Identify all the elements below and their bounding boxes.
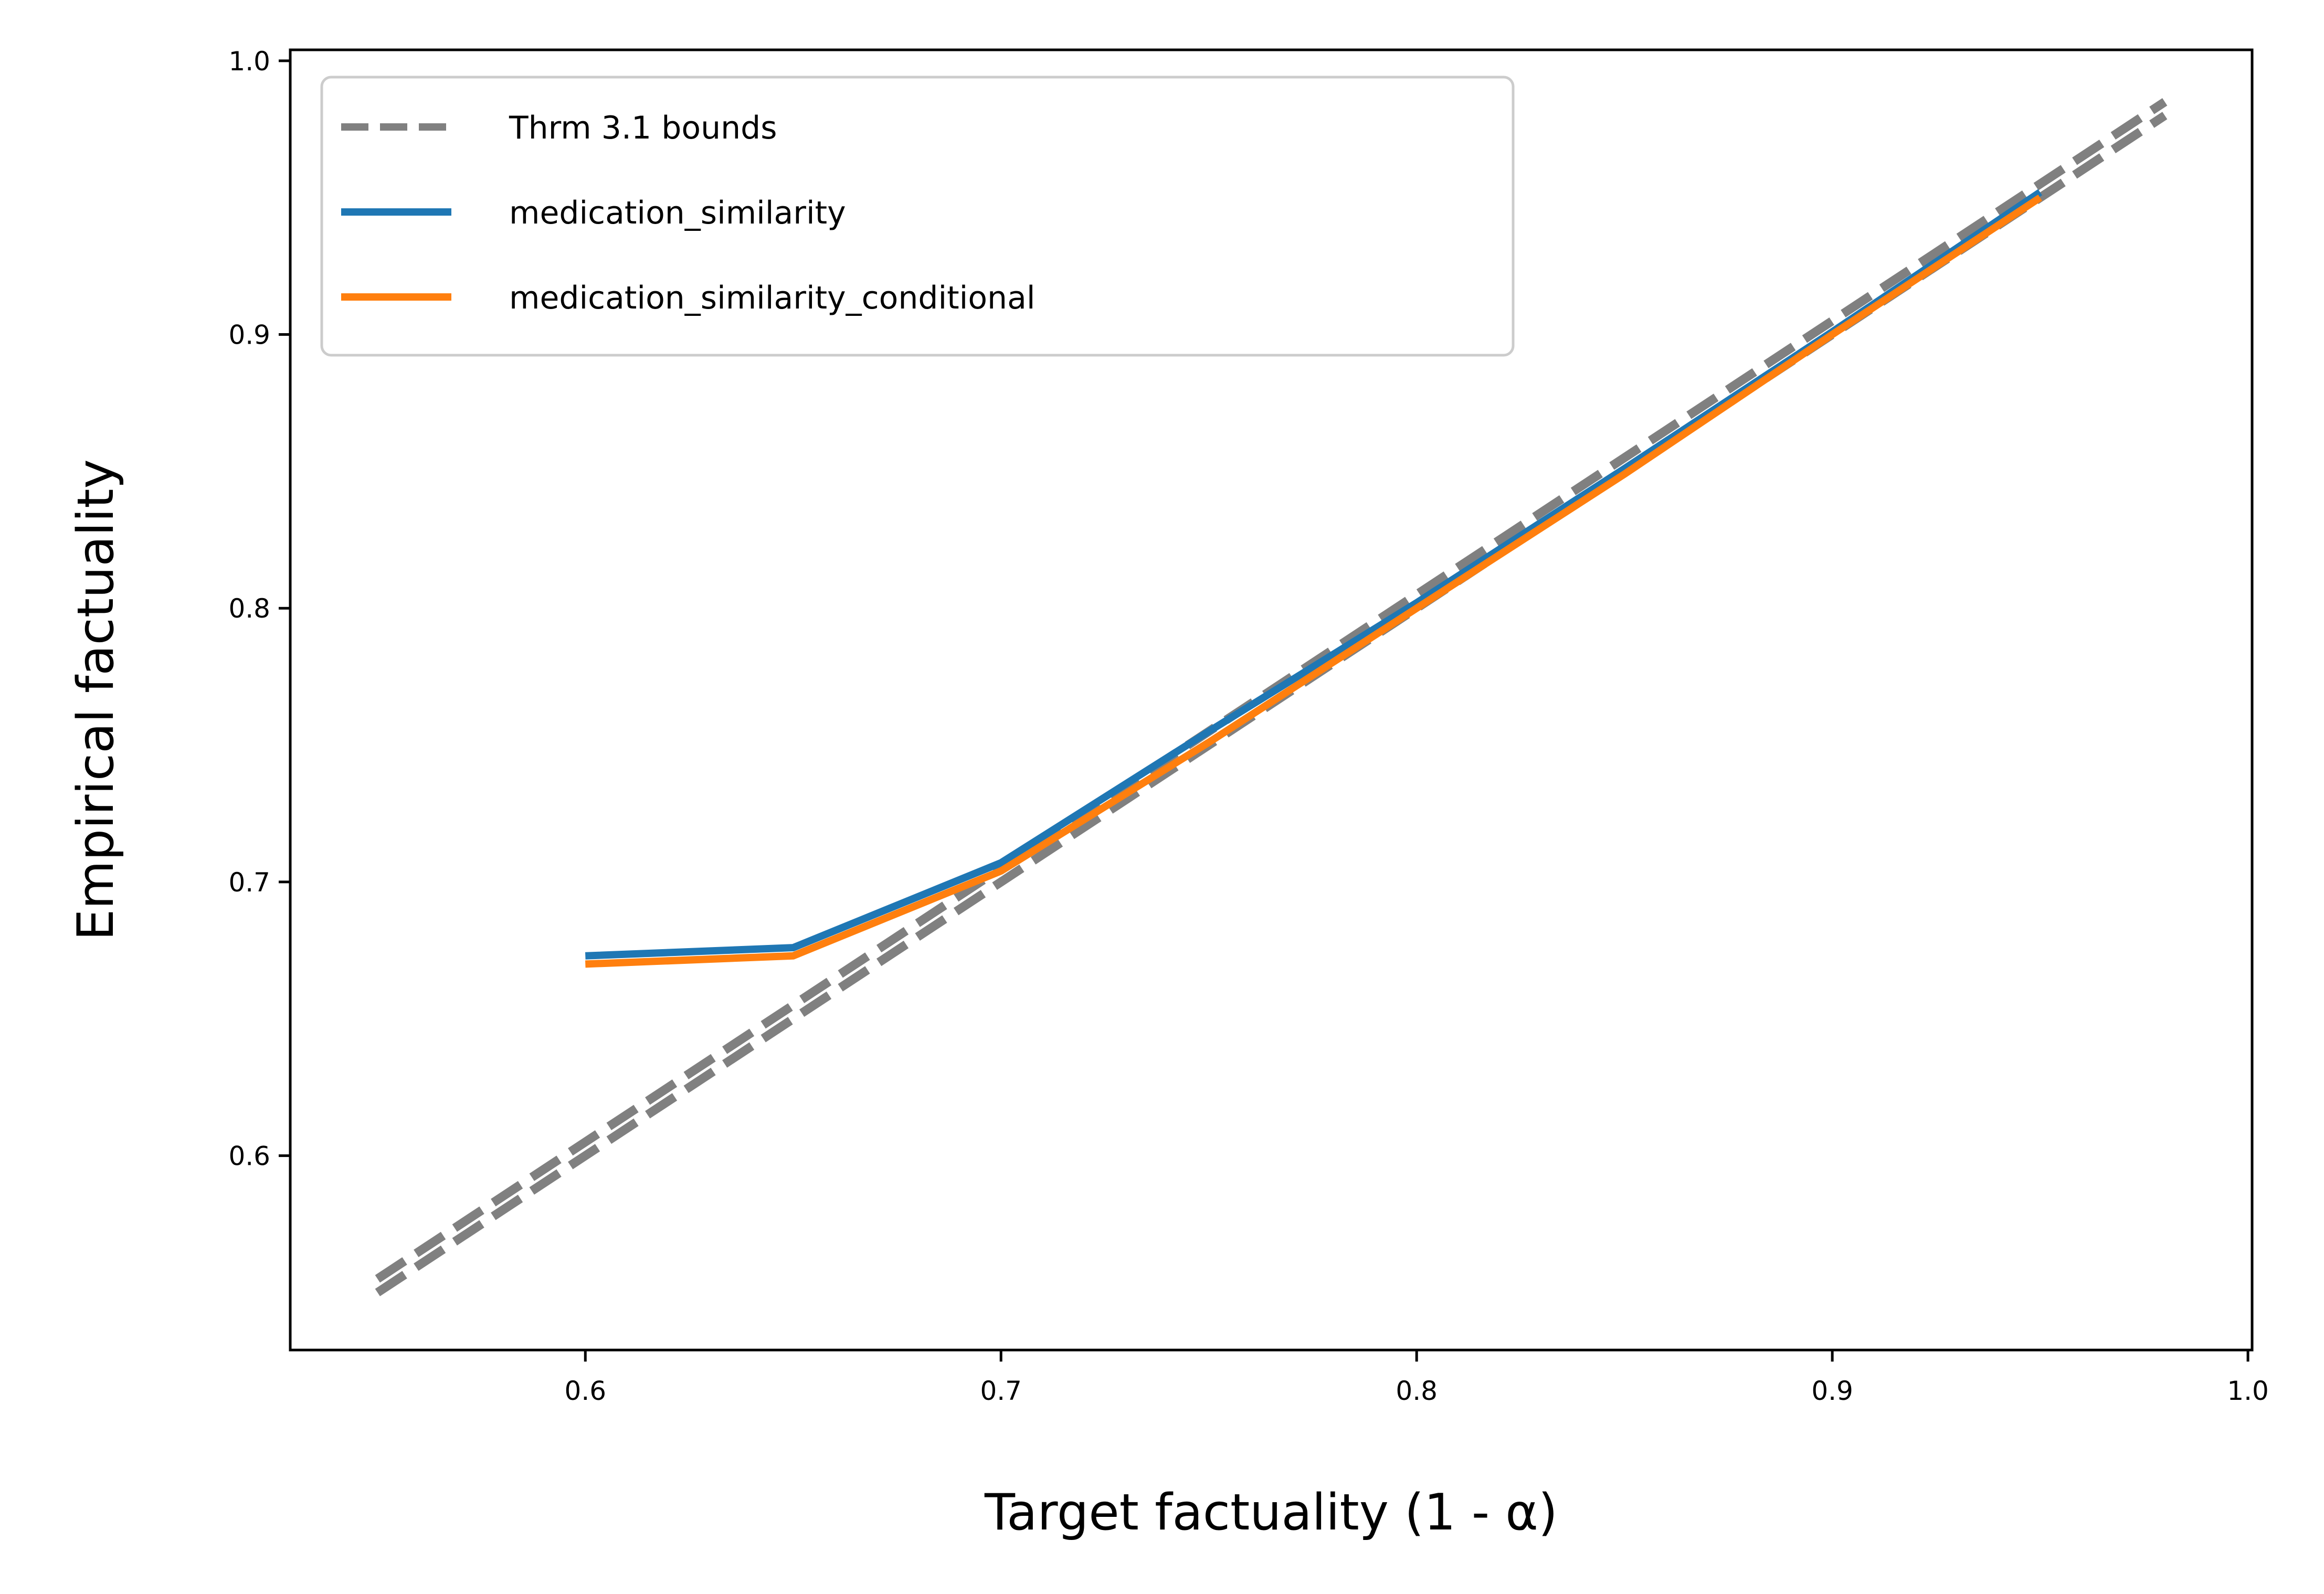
x-tick-label: 0.7: [980, 1376, 1022, 1406]
legend-box: [320, 76, 1515, 357]
x-axis-label: Target factuality (1 - α): [984, 1484, 1558, 1542]
legend: Thrm 3.1 bounds medication_similarity me…: [320, 76, 1515, 357]
legend-label-series-0: medication_similarity: [509, 195, 846, 231]
y-tick-label: 0.6: [228, 1141, 270, 1172]
series-line-1: [585, 194, 2042, 968]
series-layer: [585, 189, 2043, 968]
x-tick-label: 0.8: [1396, 1376, 1438, 1406]
y-tick-label: 0.8: [228, 593, 270, 624]
x-tick-label: 0.6: [565, 1376, 607, 1406]
y-tick-label: 0.7: [228, 867, 270, 898]
x-axis-ticks: 0.6 0.7 0.8 0.9 1.0: [565, 1350, 2269, 1406]
y-axis-label: Empirical factuality: [67, 459, 125, 941]
axes-frame: [289, 48, 2254, 1352]
legend-label-series-1: medication_similarity_conditional: [509, 280, 1036, 316]
y-tick-label: 1.0: [228, 46, 270, 77]
x-tick-label: 0.9: [1811, 1376, 1853, 1406]
x-tick-label: 1.0: [2227, 1376, 2269, 1406]
legend-label-bounds: Thrm 3.1 bounds: [509, 110, 777, 146]
y-axis-ticks: 0.6 0.7 0.8 0.9 1.0: [228, 46, 290, 1172]
y-tick-label: 0.9: [228, 320, 270, 350]
